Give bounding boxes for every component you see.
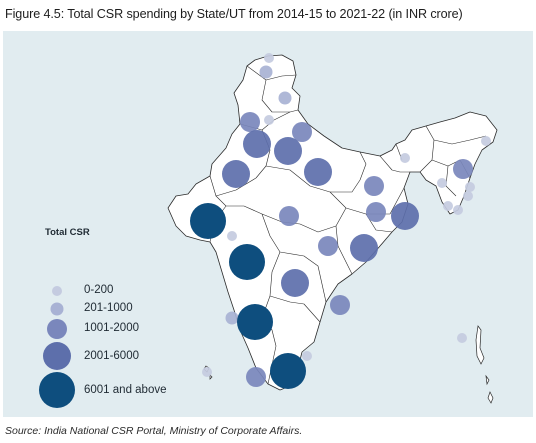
- marker-delhi: [274, 137, 302, 165]
- legend-label-0-200: 0-200: [84, 284, 114, 296]
- marker-punjab: [240, 112, 260, 132]
- legend-label-2001-6000: 2001-6000: [84, 350, 139, 362]
- marker-madhya-pradesh: [279, 206, 299, 226]
- marker-sikkim: [400, 153, 410, 163]
- marker-puducherry: [302, 351, 312, 361]
- marker-jammu-kashmir: [259, 65, 273, 79]
- figure-title: Figure 4.5: Total CSR spending by State/…: [5, 7, 463, 21]
- marker-karnataka: [237, 304, 273, 340]
- marker-arunachal-pradesh: [481, 136, 491, 146]
- marker-manipur: [463, 191, 473, 201]
- marker-himachal-pradesh: [278, 91, 292, 105]
- source-note: Source: India National CSR Portal, Minis…: [5, 425, 303, 437]
- legend-title: Total CSR: [45, 227, 90, 238]
- marker-dadra-daman: [227, 231, 237, 241]
- marker-maharashtra: [229, 244, 265, 280]
- marker-mizoram: [453, 205, 463, 215]
- map-panel: [3, 31, 533, 417]
- legend-swatch-6001-and-above: [39, 372, 75, 408]
- marker-telangana: [281, 269, 309, 297]
- csr-markers: [190, 53, 491, 389]
- marker-haryana: [243, 130, 271, 158]
- marker-andaman-nicobar: [457, 333, 467, 343]
- marker-assam: [453, 159, 473, 179]
- legend-label-6001-and-above: 6001 and above: [84, 384, 167, 396]
- marker-tripura: [443, 201, 453, 211]
- marker-jharkhand: [364, 176, 384, 196]
- legend-swatch-1001-2000: [47, 319, 67, 339]
- marker-uttar-pradesh: [304, 158, 332, 186]
- marker-lakshadweep: [202, 367, 212, 377]
- marker-chandigarh: [264, 115, 274, 125]
- marker-gujarat: [190, 203, 226, 239]
- marker-goa: [225, 311, 239, 325]
- marker-nagaland: [465, 182, 475, 192]
- legend-label-201-1000: 201-1000: [84, 302, 133, 314]
- marker-kerala: [246, 367, 266, 387]
- marker-odisha: [350, 234, 378, 262]
- marker-bihar: [366, 202, 386, 222]
- marker-chhattisgarh: [318, 236, 338, 256]
- legend-swatch-2001-6000: [43, 342, 71, 370]
- marker-meghalaya: [437, 178, 447, 188]
- marker-uttarakhand: [292, 122, 312, 142]
- andaman-nicobar-islands: [475, 325, 494, 404]
- legend-label-1001-2000: 1001-2000: [84, 322, 139, 334]
- legend-swatches: [39, 286, 75, 408]
- india-map: [39, 53, 498, 408]
- legend-swatch-201-1000: [50, 302, 64, 316]
- legend-swatch-0-200: [52, 286, 62, 296]
- marker-andhra-pradesh: [330, 295, 350, 315]
- marker-ladakh: [264, 53, 274, 63]
- marker-rajasthan: [222, 160, 250, 188]
- marker-tamil-nadu: [270, 353, 306, 389]
- marker-west-bengal: [391, 202, 419, 230]
